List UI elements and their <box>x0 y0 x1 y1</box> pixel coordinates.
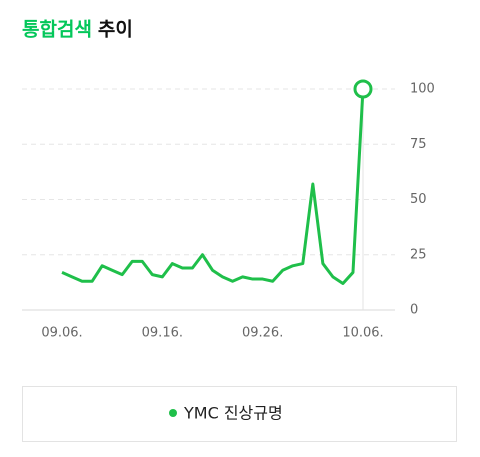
y-tick-label: 0 <box>410 303 418 318</box>
y-tick-label: 25 <box>410 247 427 262</box>
y-tick-label: 75 <box>410 137 427 152</box>
x-tick-label: 09.16. <box>142 326 183 341</box>
end-marker <box>353 79 373 99</box>
legend-box <box>22 386 457 442</box>
x-tick-label: 10.06. <box>342 326 383 341</box>
chart-title-highlight: 통합검색 <box>22 19 92 41</box>
x-tick-label: 09.06. <box>41 326 82 341</box>
series-line <box>61 88 365 285</box>
y-tick-label: 100 <box>410 82 435 97</box>
y-tick-label: 50 <box>410 192 427 207</box>
legend-swatch <box>169 409 177 417</box>
x-tick-label: 09.26. <box>242 326 283 341</box>
chart-title: 추이 <box>98 19 133 41</box>
legend-label: YMC 진상규명 <box>183 404 283 423</box>
